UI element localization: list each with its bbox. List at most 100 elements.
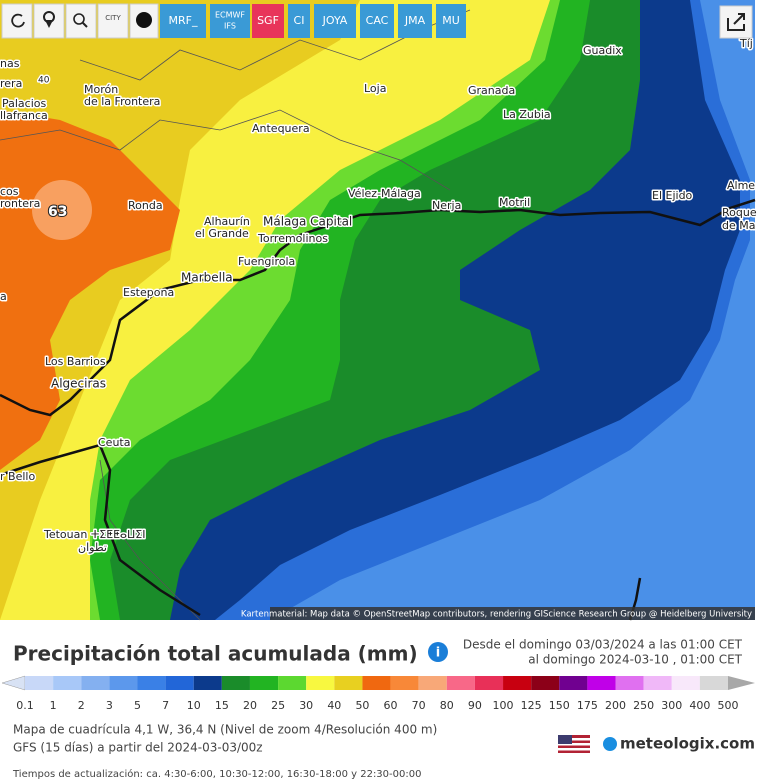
model-button[interactable]: [288, 4, 310, 38]
legend-swatch: [109, 676, 138, 690]
title: Precipitación total acumulada (mm): [13, 642, 418, 666]
legend-swatch: [474, 676, 504, 690]
legend-swatch: [193, 676, 222, 690]
legend-swatch: [671, 676, 700, 690]
place: Los Barrios: [45, 355, 106, 368]
place: Ronda: [128, 199, 163, 212]
legend-label: 7: [162, 699, 169, 712]
legend-label: 40: [327, 699, 341, 712]
legend-label: 3: [106, 699, 113, 712]
legend-swatch: [334, 676, 363, 690]
legend-label: 5: [134, 699, 141, 712]
legend-label: 70: [412, 699, 426, 712]
toolbar: CITY MRF_ ECMWF IFS SGF CI JOYA CAC JMA MU: [1, 3, 753, 39]
value-label: 63: [48, 204, 67, 220]
button-label: MRF_: [169, 14, 198, 27]
place: Nerja: [432, 199, 461, 212]
flag: [558, 735, 590, 753]
place: El Ejido: [652, 189, 693, 202]
place: Loja: [364, 82, 386, 95]
legend-label: 300: [661, 699, 682, 712]
place: de Ma: [722, 219, 755, 232]
place: rera: [0, 77, 22, 90]
info-line: GFS (15 días) a partir del 2024-03-03/00…: [13, 741, 263, 755]
legend-label: 1: [50, 699, 57, 712]
place: r Bello: [0, 470, 35, 483]
place: تطوان: [78, 541, 107, 554]
model-button[interactable]: [314, 4, 356, 38]
place: Antequera: [252, 122, 310, 135]
update-times: Tiempos de actualización: ca. 4:30-6:00,…: [12, 768, 421, 780]
legend-label: 125: [521, 699, 542, 712]
legend-label: 150: [549, 699, 570, 712]
place: Marbella: [181, 271, 233, 285]
button-label: JOYA: [322, 14, 348, 27]
legend-label: 80: [440, 699, 454, 712]
place: Motril: [499, 196, 530, 209]
map: nas rera 40 Morón de la Frontera Palacio…: [0, 0, 758, 621]
model-button[interactable]: [210, 4, 250, 38]
legend-label: 500: [718, 699, 739, 712]
legend-label: 250: [633, 699, 654, 712]
model-button[interactable]: [252, 4, 284, 38]
model-button[interactable]: [398, 4, 432, 38]
place: Alme: [727, 179, 755, 192]
legend-swatch: [165, 676, 194, 690]
place: Roque: [722, 206, 757, 219]
place: Málaga Capital: [263, 215, 352, 229]
legend-swatch: [137, 676, 166, 690]
svg-text:i: i: [436, 646, 440, 661]
legend-label: 100: [493, 699, 514, 712]
legend-swatch: [503, 676, 532, 690]
legend-swatch: [587, 676, 616, 690]
place: Vélez-Málaga: [348, 187, 421, 200]
button-label: ECMWF: [215, 11, 245, 20]
legend-swatch: [249, 676, 279, 690]
button-label: JMA: [404, 14, 426, 27]
place: Guadix: [583, 44, 622, 57]
legend-swatch: [81, 676, 110, 690]
period: Desde el domingo 03/03/2024 a las 01:00 …: [463, 638, 743, 652]
legend-swatch: [390, 676, 419, 690]
place: rontera: [0, 197, 40, 210]
place: Morón: [84, 83, 118, 96]
info-icon[interactable]: [428, 642, 448, 662]
place: nas: [0, 57, 20, 70]
period: al domingo 2024-03-10 , 01:00 CET: [528, 653, 742, 667]
legend-label: 200: [605, 699, 626, 712]
place: Estepona: [123, 286, 174, 299]
legend-label: 400: [689, 699, 710, 712]
zoom-button[interactable]: [65, 3, 97, 39]
place: cos: [0, 185, 19, 198]
legend-label: 10: [187, 699, 201, 712]
city-button[interactable]: [97, 3, 129, 39]
place: el Grande: [195, 227, 249, 240]
place: Tetouan ⵜⵉⵟⵟⴰⵡⵉⵏ: [43, 528, 146, 541]
button-label: CI: [294, 14, 305, 27]
legend-label: 25: [271, 699, 285, 712]
place: Torremolinos: [257, 232, 328, 245]
legend-swatch: [643, 676, 672, 690]
button-label: CAC: [366, 14, 389, 27]
legend-label: 50: [355, 699, 369, 712]
legend-swatch: [615, 676, 644, 690]
refresh-button[interactable]: [1, 3, 33, 39]
legend-swatch: [362, 676, 391, 690]
legend-swatch: [221, 676, 250, 690]
legend-swatch: [25, 676, 54, 690]
legend-label: 175: [577, 699, 598, 712]
model-button[interactable]: [360, 4, 394, 38]
place: 40: [38, 76, 50, 86]
legend-swatch: [278, 676, 307, 690]
place: de la Frontera: [84, 95, 160, 108]
legend-label: 90: [468, 699, 482, 712]
place: Alhaurín: [204, 215, 250, 228]
model-button[interactable]: [160, 4, 206, 38]
place: Palacios: [2, 97, 47, 110]
model-button[interactable]: [436, 4, 466, 38]
attribution: Kartenmaterial: Map data © OpenStreetMap…: [241, 610, 752, 620]
legend: 0.1 1 2 3 5 7 10 15 20 25 30 40 50 60 70 80 90 100 125 150 1…: [1, 675, 755, 712]
button-label: MU: [442, 14, 460, 27]
legend-swatch: [53, 676, 82, 690]
